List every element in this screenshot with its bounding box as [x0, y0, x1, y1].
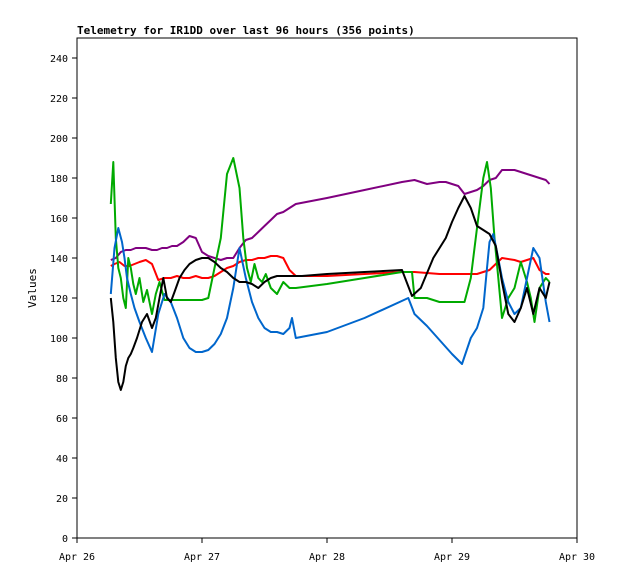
series-line-5	[109, 195, 551, 391]
y-tick-label: 40	[56, 454, 68, 465]
y-axis-label: Values	[26, 268, 39, 308]
y-tick-label: 140	[50, 254, 68, 265]
y-tick-label: 180	[50, 174, 68, 185]
plot-area	[76, 37, 578, 539]
y-tick-label: 0	[62, 534, 68, 545]
x-tick-label: Apr 28	[309, 552, 345, 563]
y-tick-label: 60	[56, 414, 68, 425]
x-tick-label: Apr 30	[559, 552, 595, 563]
series-line-2	[110, 255, 550, 281]
y-tick-label: 80	[56, 374, 68, 385]
y-tick-label: 100	[50, 334, 68, 345]
y-tick-label: 200	[50, 134, 68, 145]
x-axis: Apr 26 Apr 27 Apr 28 Apr 29 Apr 30	[59, 538, 595, 563]
series-layer	[109, 157, 551, 391]
x-tick-label: Apr 29	[434, 552, 470, 563]
x-tick-label: Apr 26	[59, 552, 95, 563]
y-axis: 0 20 40 60 80 100 120 140 160 180 200 220 240	[50, 54, 77, 545]
y-tick-label: 220	[50, 94, 68, 105]
y-tick-label: 240	[50, 54, 68, 65]
x-tick-label: Apr 27	[184, 552, 220, 563]
y-tick-label: 160	[50, 214, 68, 225]
chart-title: Telemetry for IR1DD over last 96 hours (…	[77, 24, 415, 37]
y-tick-label: 20	[56, 494, 68, 505]
y-tick-label: 120	[50, 294, 68, 305]
series-line-1	[110, 169, 551, 261]
series-line-3	[109, 157, 551, 323]
